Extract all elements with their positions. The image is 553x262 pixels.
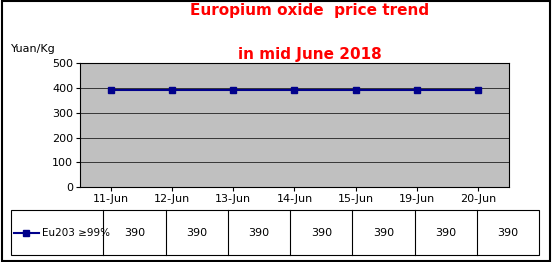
Text: Yuan/Kg: Yuan/Kg [11, 44, 56, 54]
Text: Europium oxide  price trend: Europium oxide price trend [190, 3, 429, 18]
Text: Eu203 ≥99%: Eu203 ≥99% [41, 227, 109, 238]
Text: 390: 390 [373, 227, 394, 238]
Text: 390: 390 [498, 227, 519, 238]
Text: 390: 390 [435, 227, 456, 238]
Text: 390: 390 [186, 227, 207, 238]
Text: 390: 390 [311, 227, 332, 238]
Text: 390: 390 [124, 227, 145, 238]
Text: in mid June 2018: in mid June 2018 [238, 47, 382, 62]
Text: Date: Date [511, 212, 538, 222]
Text: 390: 390 [248, 227, 270, 238]
